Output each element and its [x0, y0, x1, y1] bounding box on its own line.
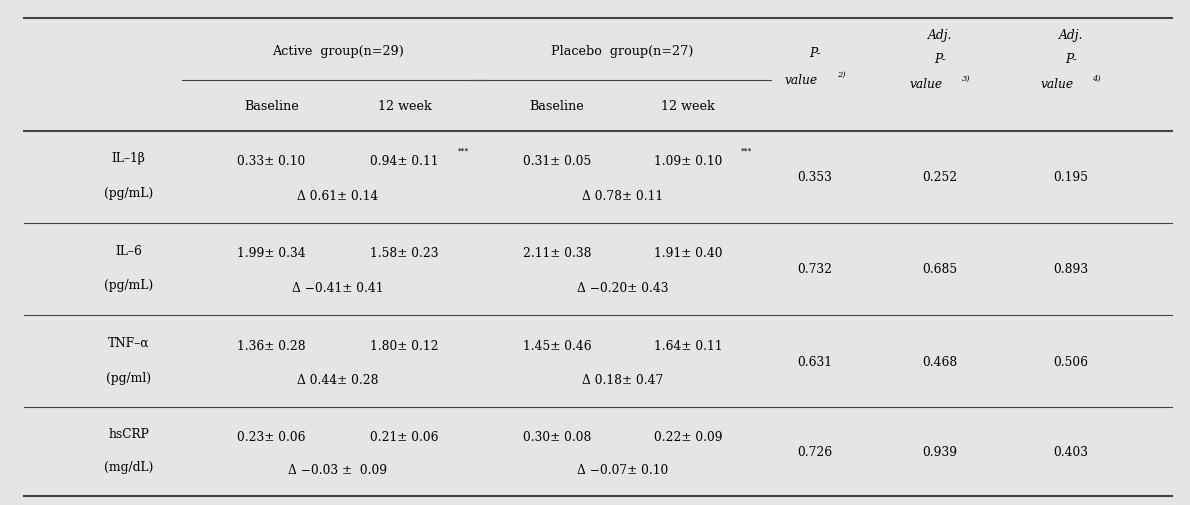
Text: 0.631: 0.631 — [797, 355, 833, 368]
Text: 1.91± 0.40: 1.91± 0.40 — [653, 247, 722, 260]
Text: 1.99± 0.34: 1.99± 0.34 — [237, 247, 306, 260]
Text: Adj.: Adj. — [1059, 29, 1083, 42]
Text: 0.939: 0.939 — [922, 445, 958, 458]
Text: hsCRP: hsCRP — [108, 427, 149, 440]
Text: TNF–α: TNF–α — [108, 336, 149, 349]
Text: 0.893: 0.893 — [1053, 263, 1089, 276]
Text: 0.31± 0.05: 0.31± 0.05 — [522, 155, 591, 168]
Text: Δ 0.78± 0.11: Δ 0.78± 0.11 — [582, 189, 663, 202]
Text: 0.468: 0.468 — [922, 355, 958, 368]
Text: Δ 0.18± 0.47: Δ 0.18± 0.47 — [582, 374, 663, 386]
Text: value: value — [909, 78, 942, 91]
Text: IL–1β: IL–1β — [112, 152, 145, 165]
Text: value: value — [1040, 78, 1073, 91]
Text: (pg/ml): (pg/ml) — [106, 371, 151, 384]
Text: Δ −0.03 ±  0.09: Δ −0.03 ± 0.09 — [288, 463, 388, 476]
Text: 12 week: 12 week — [660, 99, 715, 113]
Text: 2): 2) — [837, 71, 845, 79]
Text: 1.36± 0.28: 1.36± 0.28 — [237, 339, 306, 352]
Text: 0.22± 0.09: 0.22± 0.09 — [653, 430, 722, 443]
Text: 0.23± 0.06: 0.23± 0.06 — [237, 430, 306, 443]
Text: Δ 0.44± 0.28: Δ 0.44± 0.28 — [298, 374, 378, 386]
Text: 0.33± 0.10: 0.33± 0.10 — [237, 155, 306, 168]
Text: 12 week: 12 week — [377, 99, 432, 113]
Text: Placebo  group(n=27): Placebo group(n=27) — [551, 45, 694, 58]
Text: 0.685: 0.685 — [922, 263, 958, 276]
Text: 0.252: 0.252 — [922, 171, 958, 184]
Text: 4): 4) — [1092, 74, 1101, 82]
Text: 1.80± 0.12: 1.80± 0.12 — [370, 339, 439, 352]
Text: 0.195: 0.195 — [1053, 171, 1089, 184]
Text: Adj.: Adj. — [928, 29, 952, 42]
Text: Baseline: Baseline — [530, 99, 584, 113]
Text: Δ −0.20± 0.43: Δ −0.20± 0.43 — [577, 281, 668, 294]
Text: ***: *** — [741, 147, 752, 155]
Text: P-: P- — [1065, 53, 1077, 66]
Text: 1.09± 0.10: 1.09± 0.10 — [653, 155, 722, 168]
Text: (pg/mL): (pg/mL) — [104, 279, 154, 292]
Text: 0.732: 0.732 — [797, 263, 833, 276]
Text: Δ −0.07± 0.10: Δ −0.07± 0.10 — [577, 463, 668, 476]
Text: 0.94± 0.11: 0.94± 0.11 — [370, 155, 439, 168]
Text: Baseline: Baseline — [244, 99, 299, 113]
Text: (pg/mL): (pg/mL) — [104, 187, 154, 199]
Text: 0.21± 0.06: 0.21± 0.06 — [370, 430, 439, 443]
Text: 1.45± 0.46: 1.45± 0.46 — [522, 339, 591, 352]
Text: (mg/dL): (mg/dL) — [104, 461, 154, 473]
Text: 0.403: 0.403 — [1053, 445, 1089, 458]
Text: 1.58± 0.23: 1.58± 0.23 — [370, 247, 439, 260]
Text: 3): 3) — [962, 74, 970, 82]
Text: 0.353: 0.353 — [797, 171, 833, 184]
Text: 1.64± 0.11: 1.64± 0.11 — [653, 339, 722, 352]
Text: Active  group(n=29): Active group(n=29) — [273, 45, 403, 58]
Text: ***: *** — [458, 147, 469, 155]
Text: P-: P- — [934, 53, 946, 66]
Text: P-: P- — [809, 46, 821, 60]
Text: Δ 0.61± 0.14: Δ 0.61± 0.14 — [298, 189, 378, 202]
Text: IL–6: IL–6 — [115, 244, 142, 257]
Text: value: value — [784, 74, 818, 87]
Text: 2.11± 0.38: 2.11± 0.38 — [522, 247, 591, 260]
Text: Δ −0.41± 0.41: Δ −0.41± 0.41 — [293, 281, 383, 294]
Text: 0.30± 0.08: 0.30± 0.08 — [522, 430, 591, 443]
Text: 0.506: 0.506 — [1053, 355, 1089, 368]
Text: 0.726: 0.726 — [797, 445, 833, 458]
